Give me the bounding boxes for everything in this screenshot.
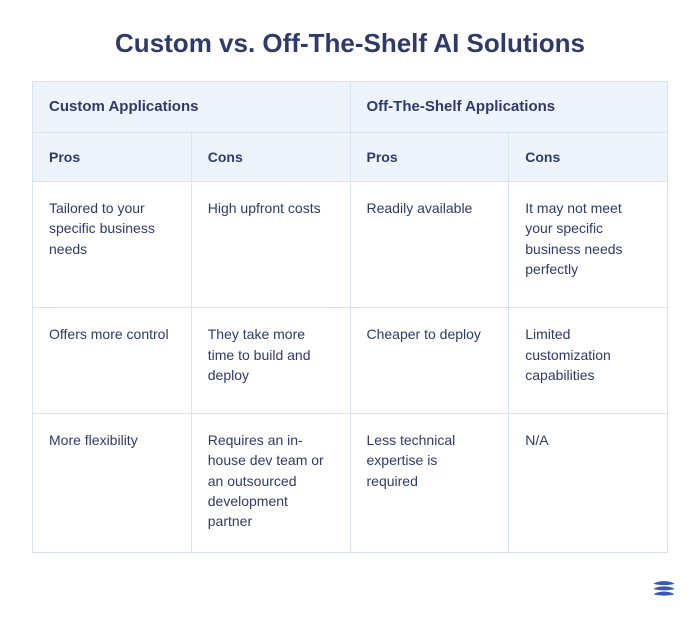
table-row: Offers more control They take more time … (33, 308, 668, 414)
cell-ots-pros: Less technical expertise is required (350, 414, 509, 552)
cell-ots-pros: Readily available (350, 182, 509, 308)
category-header-custom: Custom Applications (33, 82, 351, 133)
cell-ots-cons: It may not meet your specific business n… (509, 182, 668, 308)
category-header-row: Custom Applications Off-The-Shelf Applic… (33, 82, 668, 133)
brand-logo-icon (650, 575, 678, 603)
cell-custom-pros: Offers more control (33, 308, 192, 414)
subheader-custom-cons: Cons (191, 132, 350, 181)
page-title: Custom vs. Off-The-Shelf AI Solutions (32, 28, 668, 59)
category-header-offtheshelf: Off-The-Shelf Applications (350, 82, 668, 133)
subheader-custom-pros: Pros (33, 132, 192, 181)
table-row: More flexibility Requires an in-house de… (33, 414, 668, 552)
comparison-table: Custom Applications Off-The-Shelf Applic… (32, 81, 668, 553)
cell-custom-pros: Tailored to your specific business needs (33, 182, 192, 308)
cell-custom-cons: Requires an in-house dev team or an outs… (191, 414, 350, 552)
subheader-ots-cons: Cons (509, 132, 668, 181)
cell-custom-cons: High upfront costs (191, 182, 350, 308)
subheader-ots-pros: Pros (350, 132, 509, 181)
subheader-row: Pros Cons Pros Cons (33, 132, 668, 181)
cell-custom-pros: More flexibility (33, 414, 192, 552)
cell-ots-cons: N/A (509, 414, 668, 552)
cell-custom-cons: They take more time to build and deploy (191, 308, 350, 414)
table-row: Tailored to your specific business needs… (33, 182, 668, 308)
cell-ots-pros: Cheaper to deploy (350, 308, 509, 414)
cell-ots-cons: Limited customization capabilities (509, 308, 668, 414)
